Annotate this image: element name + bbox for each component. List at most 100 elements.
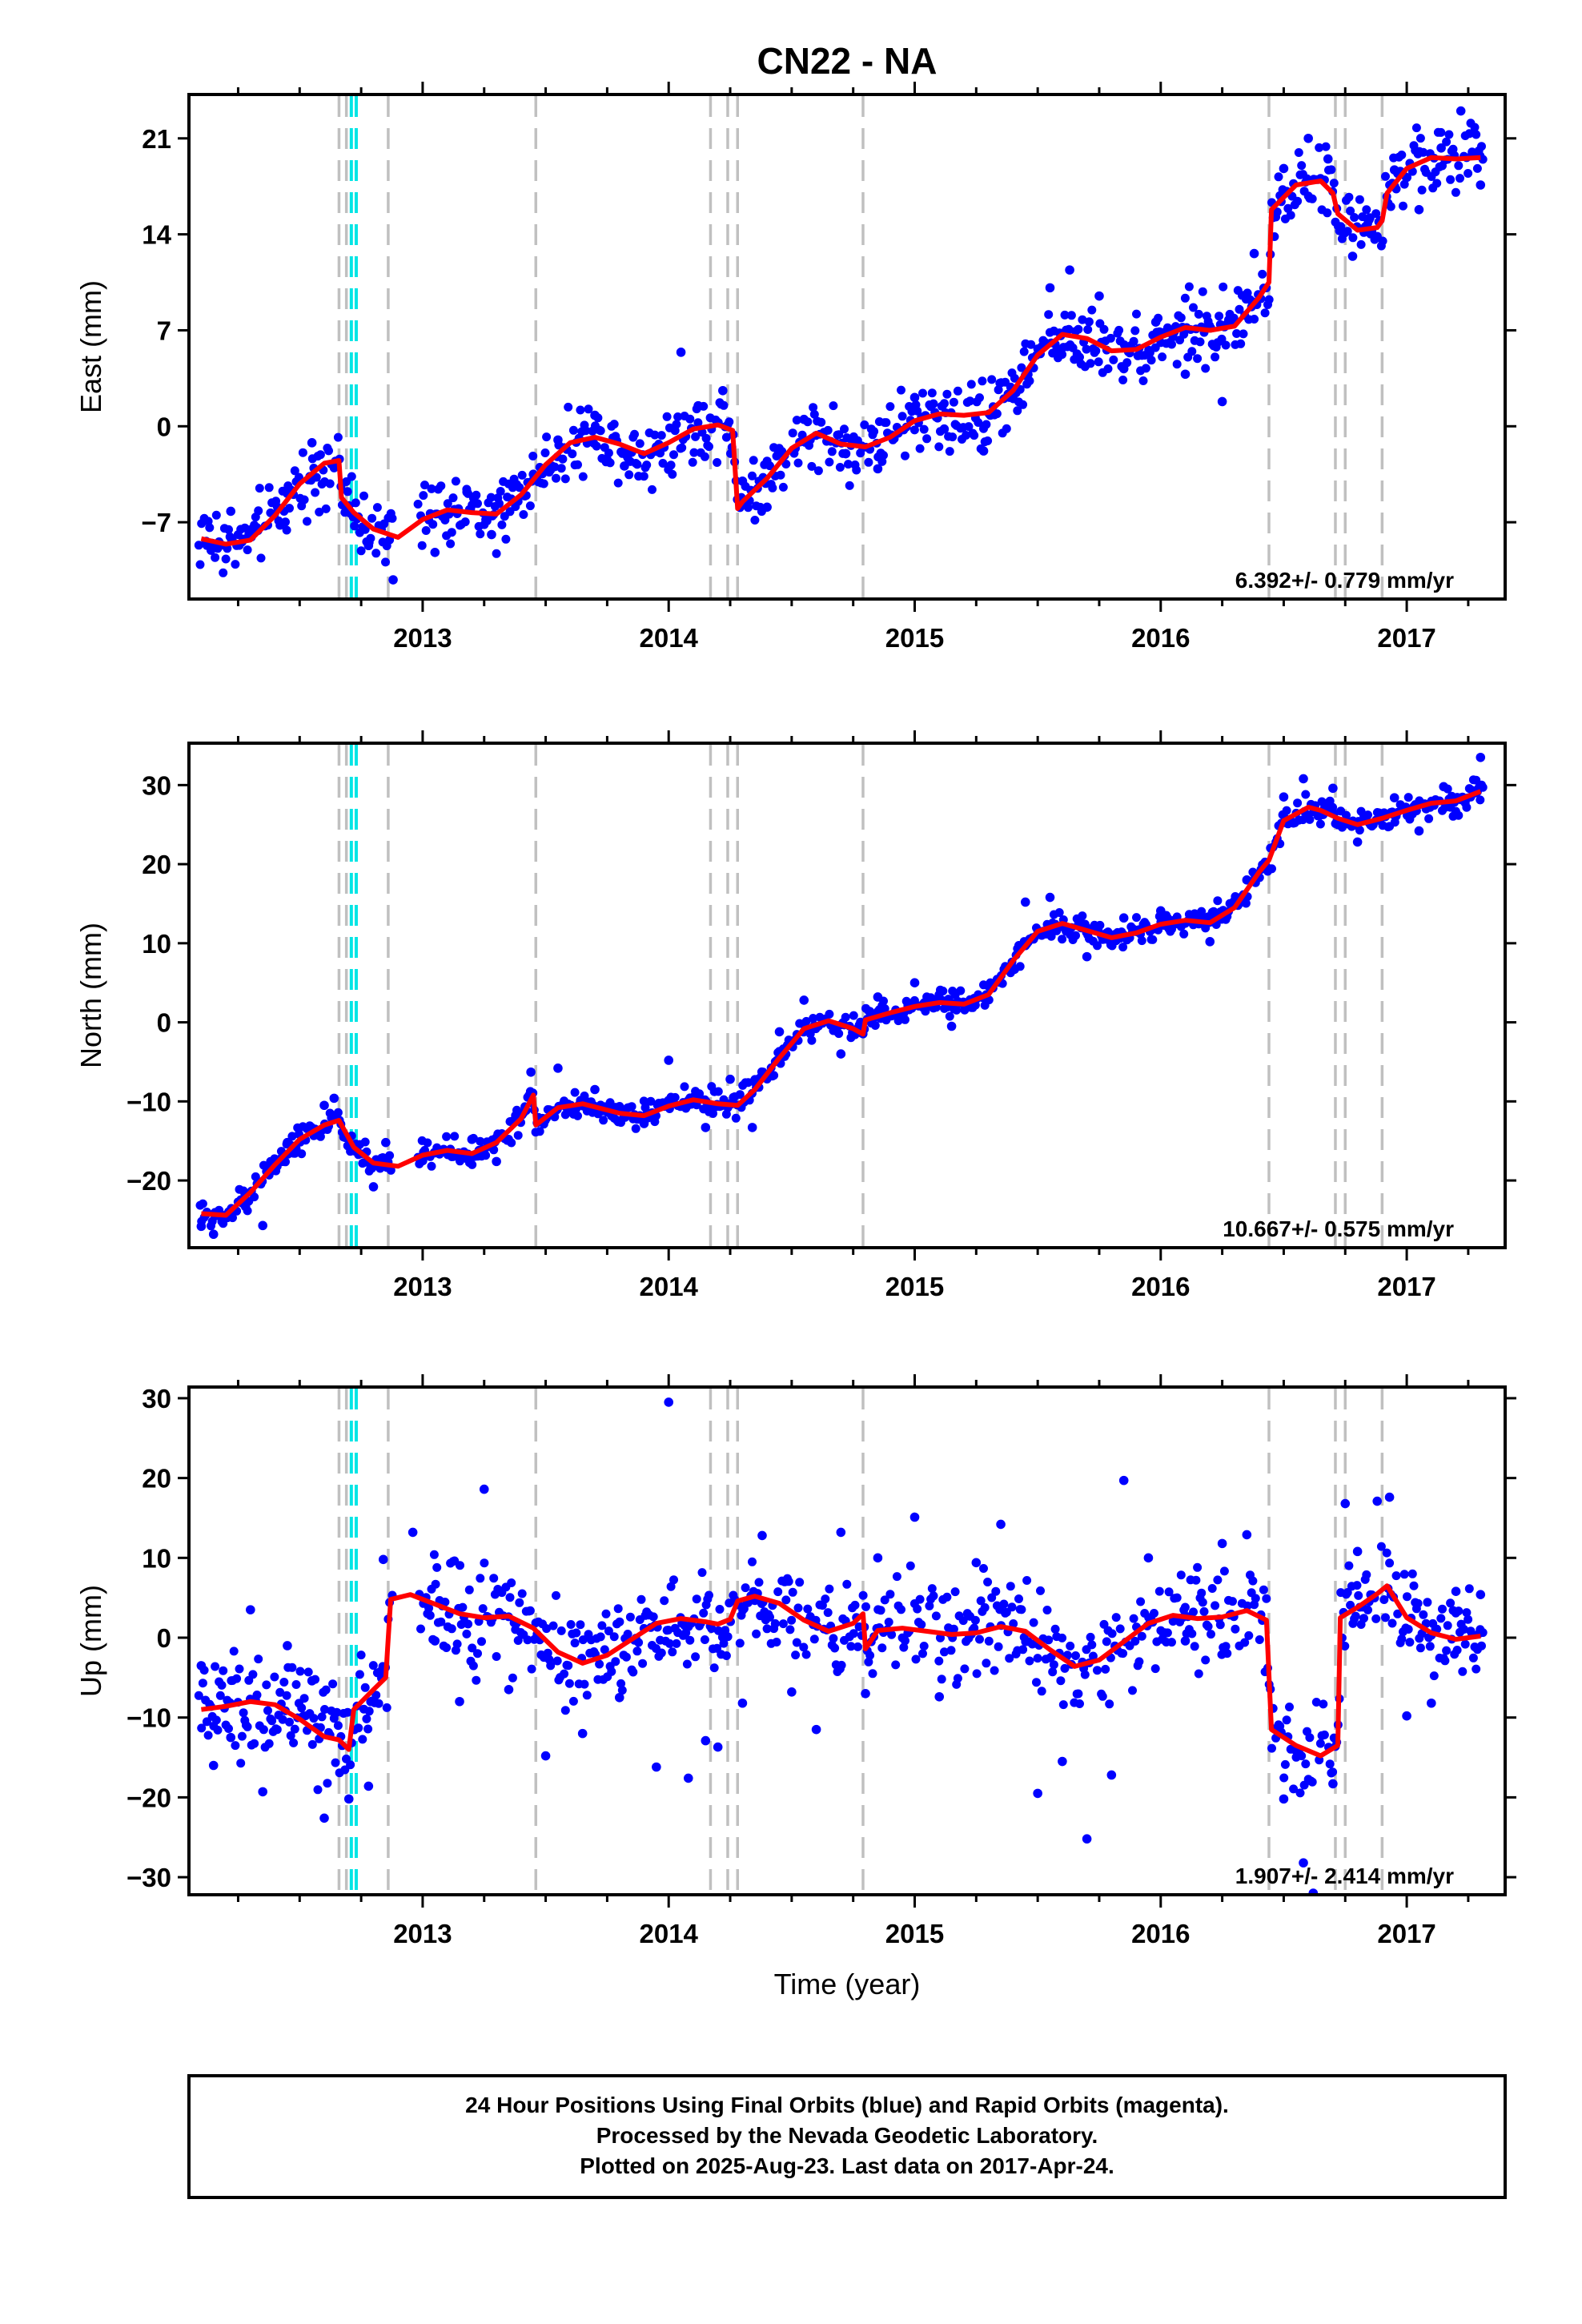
panel-north: −20 −10 0 10 20 30 2013 2014 2015 2016 2017 North (… <box>74 730 1516 1301</box>
plot-area <box>194 96 1488 597</box>
position-point <box>526 1067 536 1077</box>
y-tick-label: −30 <box>126 1863 171 1892</box>
position-point <box>996 1519 1006 1530</box>
position-point <box>479 1484 489 1494</box>
x-tick-label: 2016 <box>1131 1272 1190 1301</box>
position-point <box>487 529 496 540</box>
position-point <box>1389 165 1399 175</box>
y-tick-label: 30 <box>142 1384 171 1413</box>
position-point <box>701 1123 711 1132</box>
position-point <box>455 1696 464 1707</box>
panel-frame <box>187 1385 1507 1896</box>
y-axis-label: East (mm) <box>74 280 107 413</box>
position-point <box>246 1605 255 1614</box>
caption-box: 24 Hour Positions Using Final Orbits (bl… <box>187 2074 1507 2199</box>
position-point <box>1347 251 1358 261</box>
caption-line-2: Processed by the Nevada Geodetic Laborat… <box>596 2123 1098 2148</box>
position-point <box>283 1137 292 1148</box>
position-point <box>1299 1858 1308 1868</box>
position-point <box>467 1134 477 1144</box>
position-point <box>1180 1636 1191 1646</box>
rate-annotation: 1.907+/- 2.414 mm/yr <box>1235 1864 1454 1888</box>
position-point <box>978 446 989 456</box>
panel-frame <box>187 742 1507 1249</box>
position-point <box>1106 1770 1117 1780</box>
x-axis-label: Time (year) <box>774 1968 921 2000</box>
position-point <box>307 438 317 448</box>
caption-line-3: Plotted on 2025-Aug-23. Last data on 201… <box>580 2153 1114 2178</box>
position-point <box>378 1554 388 1565</box>
position-point <box>1451 1586 1461 1596</box>
position-points <box>194 119 1488 577</box>
position-point <box>1352 837 1363 847</box>
position-point <box>934 1691 945 1702</box>
position-point <box>1427 1698 1436 1708</box>
position-point <box>590 410 600 420</box>
position-point <box>664 1397 674 1407</box>
position-point <box>368 1182 379 1192</box>
position-point <box>652 1762 661 1772</box>
position-point <box>577 1728 588 1739</box>
position-point <box>1143 1553 1154 1563</box>
position-point <box>799 995 809 1005</box>
y-tick-label: 0 <box>157 412 171 441</box>
model-curve <box>200 155 1481 547</box>
y-tick-label: −20 <box>126 1783 171 1812</box>
position-points <box>194 1542 1488 1798</box>
x-tick-label: 2016 <box>1131 1919 1190 1948</box>
position-point <box>307 1676 317 1686</box>
caption-line-1: 24 Hour Positions Using Final Orbits (bl… <box>465 2093 1229 2117</box>
position-point <box>1058 1756 1067 1767</box>
position-point <box>208 1760 219 1771</box>
position-point <box>1082 1834 1092 1844</box>
position-point <box>553 435 563 445</box>
position-point <box>408 1527 418 1538</box>
position-point <box>1118 364 1129 374</box>
y-tick-label: 14 <box>142 220 171 250</box>
panels: −7 0 7 14 21 2013 2014 2015 2016 2017 East (mm) 6.3… <box>74 82 1516 2000</box>
position-point <box>1414 205 1424 215</box>
position-point <box>226 506 236 517</box>
position-point <box>1323 154 1333 164</box>
position-point <box>1045 283 1055 293</box>
position-point <box>909 1512 920 1522</box>
position-point <box>1476 1590 1486 1599</box>
y-tick-label: 10 <box>142 929 171 959</box>
position-point <box>701 1735 711 1746</box>
position-point <box>1402 1711 1411 1721</box>
y-tick-label: 21 <box>142 124 171 154</box>
position-point <box>196 1661 207 1671</box>
position-point <box>462 487 472 497</box>
x-tick-label: 2014 <box>640 623 699 653</box>
position-point <box>1082 951 1092 962</box>
position-point <box>1020 897 1030 907</box>
position-point <box>196 1221 207 1232</box>
y-axis-label: North (mm) <box>74 923 107 1068</box>
position-point <box>1328 1779 1338 1789</box>
position-point <box>799 414 809 424</box>
position-point <box>1242 875 1252 885</box>
rate-annotation: 10.667+/- 0.575 mm/yr <box>1223 1216 1454 1241</box>
position-point <box>283 1641 292 1651</box>
position-point <box>614 1692 624 1703</box>
y-tick-label: 20 <box>142 850 171 879</box>
position-point <box>737 476 748 486</box>
x-tick-label: 2014 <box>640 1919 699 1948</box>
position-point <box>1217 396 1227 407</box>
position-point <box>811 1724 821 1735</box>
position-point <box>1328 783 1338 794</box>
position-point <box>946 1021 957 1031</box>
position-point <box>1045 892 1055 903</box>
position-point <box>620 461 629 471</box>
position-point <box>639 1119 649 1128</box>
x-tick-label: 2014 <box>640 1272 699 1301</box>
panel-east: −7 0 7 14 21 2013 2014 2015 2016 2017 East (mm) 6.3… <box>74 82 1516 653</box>
position-point <box>718 385 728 396</box>
rate-annotation: 6.392+/- 0.779 mm/yr <box>1235 568 1454 593</box>
y-tick-label: −10 <box>126 1087 171 1116</box>
position-point <box>1299 774 1308 784</box>
position-point <box>430 1636 440 1646</box>
x-tick-label: 2013 <box>393 1919 452 1948</box>
y-tick-label: 7 <box>157 316 171 345</box>
